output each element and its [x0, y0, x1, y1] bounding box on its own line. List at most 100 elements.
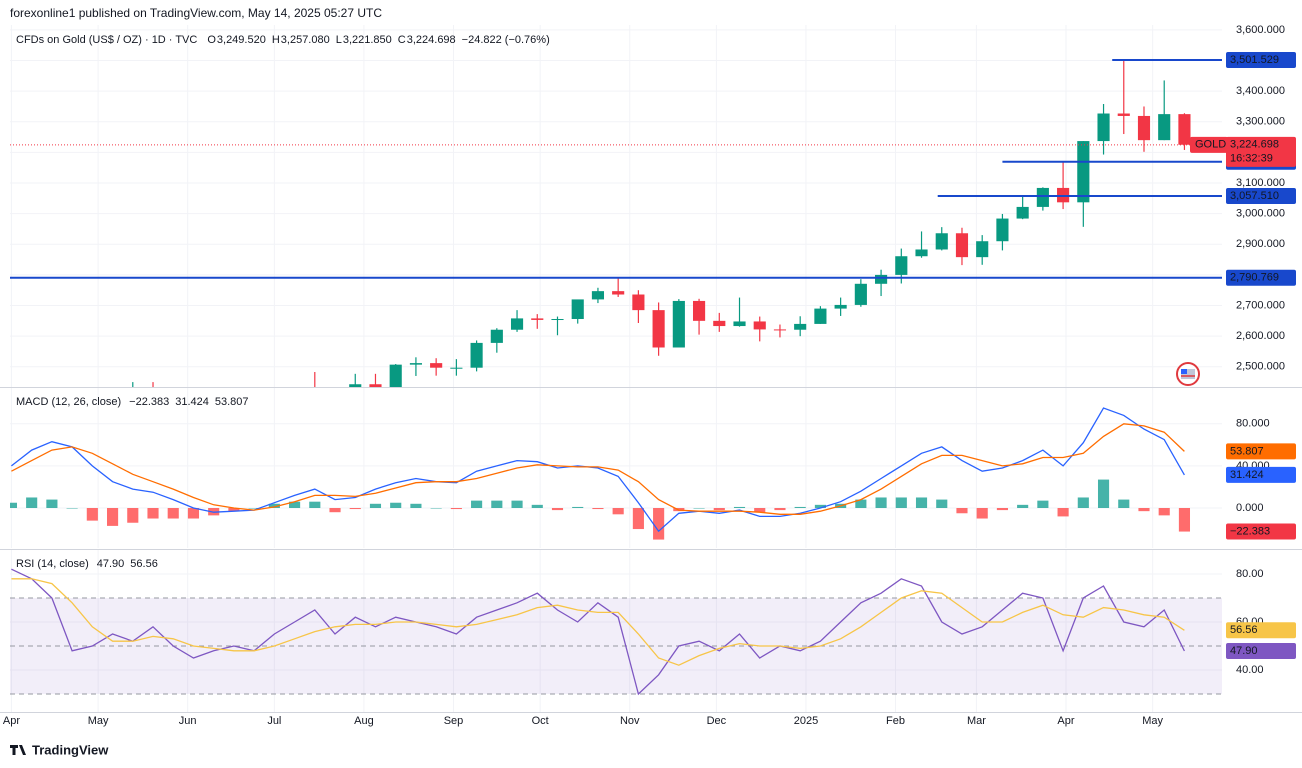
- histogram-bar: [551, 508, 564, 511]
- histogram-bar: [855, 499, 867, 508]
- x-tick-label: Jun: [179, 715, 197, 727]
- histogram-bar: [1118, 499, 1130, 508]
- histogram-bar: [1017, 504, 1029, 508]
- y-tick-label: 80.000: [1236, 418, 1270, 430]
- histogram-bar: [531, 504, 543, 508]
- histogram-bar: [754, 508, 766, 513]
- countdown: 16:32:39: [1230, 153, 1273, 165]
- candle-body: [955, 233, 969, 258]
- candle-body: [1077, 141, 1090, 203]
- y-tick-label: 80.00: [1236, 568, 1264, 580]
- histogram-bar: [653, 508, 665, 540]
- candle-body: [510, 318, 524, 330]
- histogram-bar: [289, 501, 301, 508]
- candle-body: [349, 384, 362, 387]
- macd-pane: [10, 407, 1191, 540]
- histogram-bar: [1057, 508, 1069, 517]
- candle-body: [713, 320, 726, 327]
- header: forexonline1 published on TradingView.co…: [10, 6, 382, 20]
- readout-value: 53.807: [215, 396, 249, 408]
- histogram-bar: [895, 497, 907, 508]
- histogram-bar: [632, 508, 644, 530]
- histogram-bar: [1178, 508, 1191, 532]
- pane-title: RSI (14, close): [16, 558, 89, 570]
- candle-body: [490, 329, 503, 343]
- x-tick-label: Feb: [886, 715, 905, 727]
- logo: TradingView: [10, 742, 109, 757]
- histogram-bar: [612, 508, 624, 515]
- x-tick-label: Sep: [444, 715, 464, 727]
- level-label: 2,790.769: [1230, 272, 1279, 284]
- histogram-bar: [46, 499, 58, 508]
- x-tick-label: Aug: [354, 715, 374, 727]
- histogram-bar: [693, 508, 705, 509]
- histogram-bar: [10, 502, 18, 508]
- level-label: 3,057.510: [1230, 190, 1279, 202]
- ohlc-key: C: [398, 34, 406, 46]
- histogram-bar: [471, 500, 483, 508]
- price-pane: [10, 59, 1222, 387]
- candle-body: [935, 233, 948, 250]
- candle-body: [1117, 113, 1130, 116]
- indicator-line: [11, 578, 1185, 666]
- level-label-bg: [1226, 269, 1296, 286]
- candle-body: [430, 363, 443, 368]
- candle-body: [571, 299, 584, 320]
- histogram-bar: [167, 508, 179, 519]
- histogram-bar: [430, 508, 442, 509]
- histogram-bar: [107, 508, 119, 526]
- candle-body: [854, 283, 867, 305]
- histogram-bar: [450, 508, 462, 510]
- indicator-line: [11, 568, 1185, 696]
- y-tick-label: 2,900.000: [1236, 238, 1285, 250]
- flag-icon: [1176, 362, 1200, 386]
- value-badge: −22.383: [1230, 525, 1270, 537]
- last-price-bg: [1226, 136, 1296, 167]
- histogram-bar: [956, 508, 968, 514]
- histogram-bar: [410, 503, 422, 508]
- value-badge-bg: [1226, 443, 1296, 460]
- histogram-bar: [66, 508, 78, 509]
- x-tick-label: Mar: [967, 715, 986, 727]
- x-tick-label: May: [1142, 715, 1163, 727]
- histogram-bar: [1138, 508, 1150, 512]
- indicator-line: [11, 423, 1185, 515]
- change-label: −24.822 (−0.76%): [462, 34, 550, 46]
- value-badge-bg: [1226, 466, 1296, 483]
- candle-body: [1137, 115, 1151, 141]
- candle-body: [531, 318, 544, 320]
- level-label: 3,501.529: [1230, 54, 1279, 66]
- ohlc-key: L: [336, 34, 342, 46]
- histogram-bar: [369, 503, 382, 508]
- histogram-bar: [713, 508, 725, 511]
- histogram-bar: [936, 499, 948, 508]
- ohlc-key: O: [207, 34, 216, 46]
- candle-body: [652, 310, 665, 348]
- candle-body: [692, 300, 706, 321]
- histogram-bar: [875, 497, 887, 508]
- y-tick-label: 2,700.000: [1236, 299, 1285, 311]
- candle-body: [814, 308, 827, 324]
- y-tick-label: 3,300.000: [1236, 116, 1285, 128]
- symbol-tag: GOLD: [1195, 139, 1226, 151]
- ohlc-key: H: [272, 34, 280, 46]
- candle-body: [773, 329, 787, 331]
- histogram-bar: [26, 497, 38, 508]
- value-badge-bg: [1226, 643, 1296, 660]
- histogram-bar: [915, 497, 928, 508]
- level-label-bg: [1226, 52, 1296, 69]
- histogram-bar: [733, 506, 746, 508]
- pane-title: CFDs on Gold (US$ / OZ) · 1D · TVC: [16, 34, 197, 46]
- candle-body: [389, 364, 402, 387]
- candle-body: [794, 323, 807, 330]
- readout-value: 47.90: [97, 558, 125, 570]
- histogram-bar: [329, 508, 341, 513]
- candle-body: [470, 342, 483, 368]
- histogram-bar: [86, 508, 98, 521]
- candle-body: [834, 304, 847, 309]
- candle-body: [1158, 114, 1171, 141]
- histogram-bar: [572, 506, 584, 508]
- candle-body: [450, 367, 463, 369]
